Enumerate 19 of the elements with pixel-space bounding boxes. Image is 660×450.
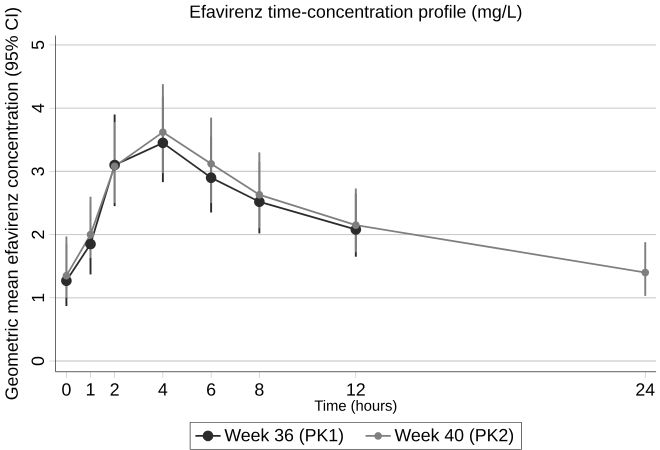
x-tick-label: 2 bbox=[110, 383, 119, 396]
x-tick-label: 12 bbox=[347, 383, 365, 396]
x-tick-label: 0 bbox=[62, 383, 71, 396]
y-tick-label: 2 bbox=[32, 230, 44, 239]
y-tick-label: 0 bbox=[32, 356, 44, 366]
x-tick-label: 24 bbox=[636, 383, 655, 396]
legend-label: Week 36 (PK1) bbox=[224, 428, 343, 446]
x-tick-label: 6 bbox=[207, 383, 216, 396]
x-tick-label: 4 bbox=[158, 383, 168, 396]
y-axis-title: Geometric mean efavirenz concentration (95% CI) bbox=[4, 8, 22, 400]
y-tick-label: 3 bbox=[32, 167, 44, 176]
y-tick-label: 5 bbox=[32, 40, 44, 50]
x-axis-title: Time (hours) bbox=[314, 400, 396, 414]
legend-label: Week 40 (PK2) bbox=[394, 428, 514, 446]
y-tick-label: 1 bbox=[32, 294, 44, 302]
x-tick-label: 8 bbox=[255, 383, 264, 396]
chart-title: Efavirenz time-concentration profile (mg/L) bbox=[190, 5, 522, 22]
y-tick-label: 4 bbox=[32, 104, 44, 113]
x-tick-label: 1 bbox=[86, 383, 95, 396]
